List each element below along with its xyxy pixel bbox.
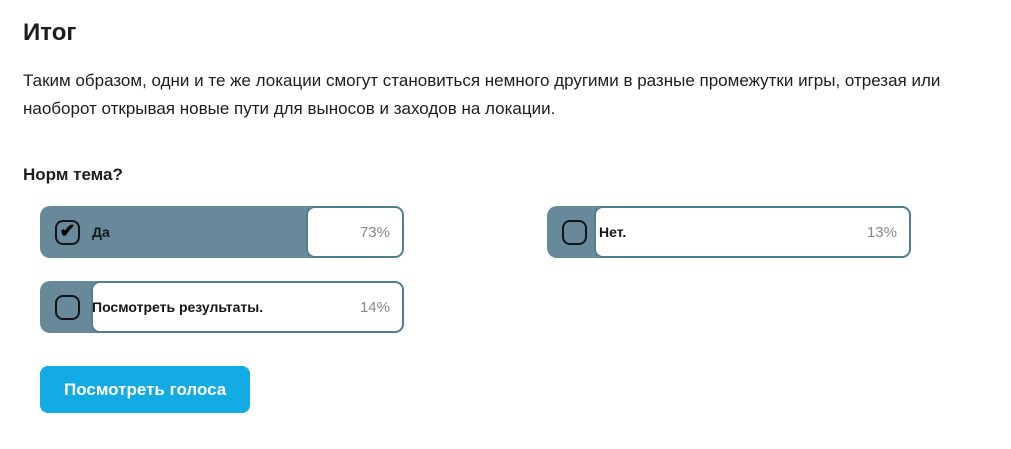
option-value-box — [594, 206, 911, 258]
view-votes-button[interactable]: Посмотреть голоса — [40, 366, 251, 413]
option-percent: 73% — [359, 223, 390, 241]
option-percent: 13% — [866, 223, 897, 241]
option-label: Нет. — [599, 224, 627, 240]
option-checkbox[interactable]: ✔ — [562, 219, 587, 245]
option-label: Посмотреть результаты. — [92, 299, 264, 315]
option-label: Да — [92, 224, 110, 240]
page-title: Итог — [23, 19, 77, 46]
option-percent: 14% — [359, 298, 390, 316]
poll-option-no[interactable]: ✔ Нет. 13% — [547, 206, 911, 258]
poll-option-yes[interactable]: ✔ Да 73% — [40, 206, 404, 258]
option-content: ✔ Да 73% — [40, 206, 404, 258]
body-paragraph: Таким образом, одни и те же локации смог… — [23, 71, 941, 118]
option-content: ✔ Посмотреть результаты. 14% — [40, 281, 404, 333]
checkmark-icon: ✔ — [59, 221, 76, 242]
poll-options: ✔ Да 73% ✔ Нет. 13% ✔ Посмотреть результ… — [40, 206, 1011, 333]
option-value-box — [305, 206, 404, 258]
page-content: Итог Таким образом, одни и те же локации… — [0, 19, 1011, 413]
option-checkbox[interactable]: ✔ — [55, 219, 80, 245]
option-value-box — [90, 281, 404, 333]
option-checkbox[interactable]: ✔ — [55, 294, 80, 320]
poll-option-view-results[interactable]: ✔ Посмотреть результаты. 14% — [40, 281, 404, 333]
poll-question: Норм тема? — [23, 165, 123, 184]
option-content: ✔ Нет. 13% — [547, 206, 911, 258]
